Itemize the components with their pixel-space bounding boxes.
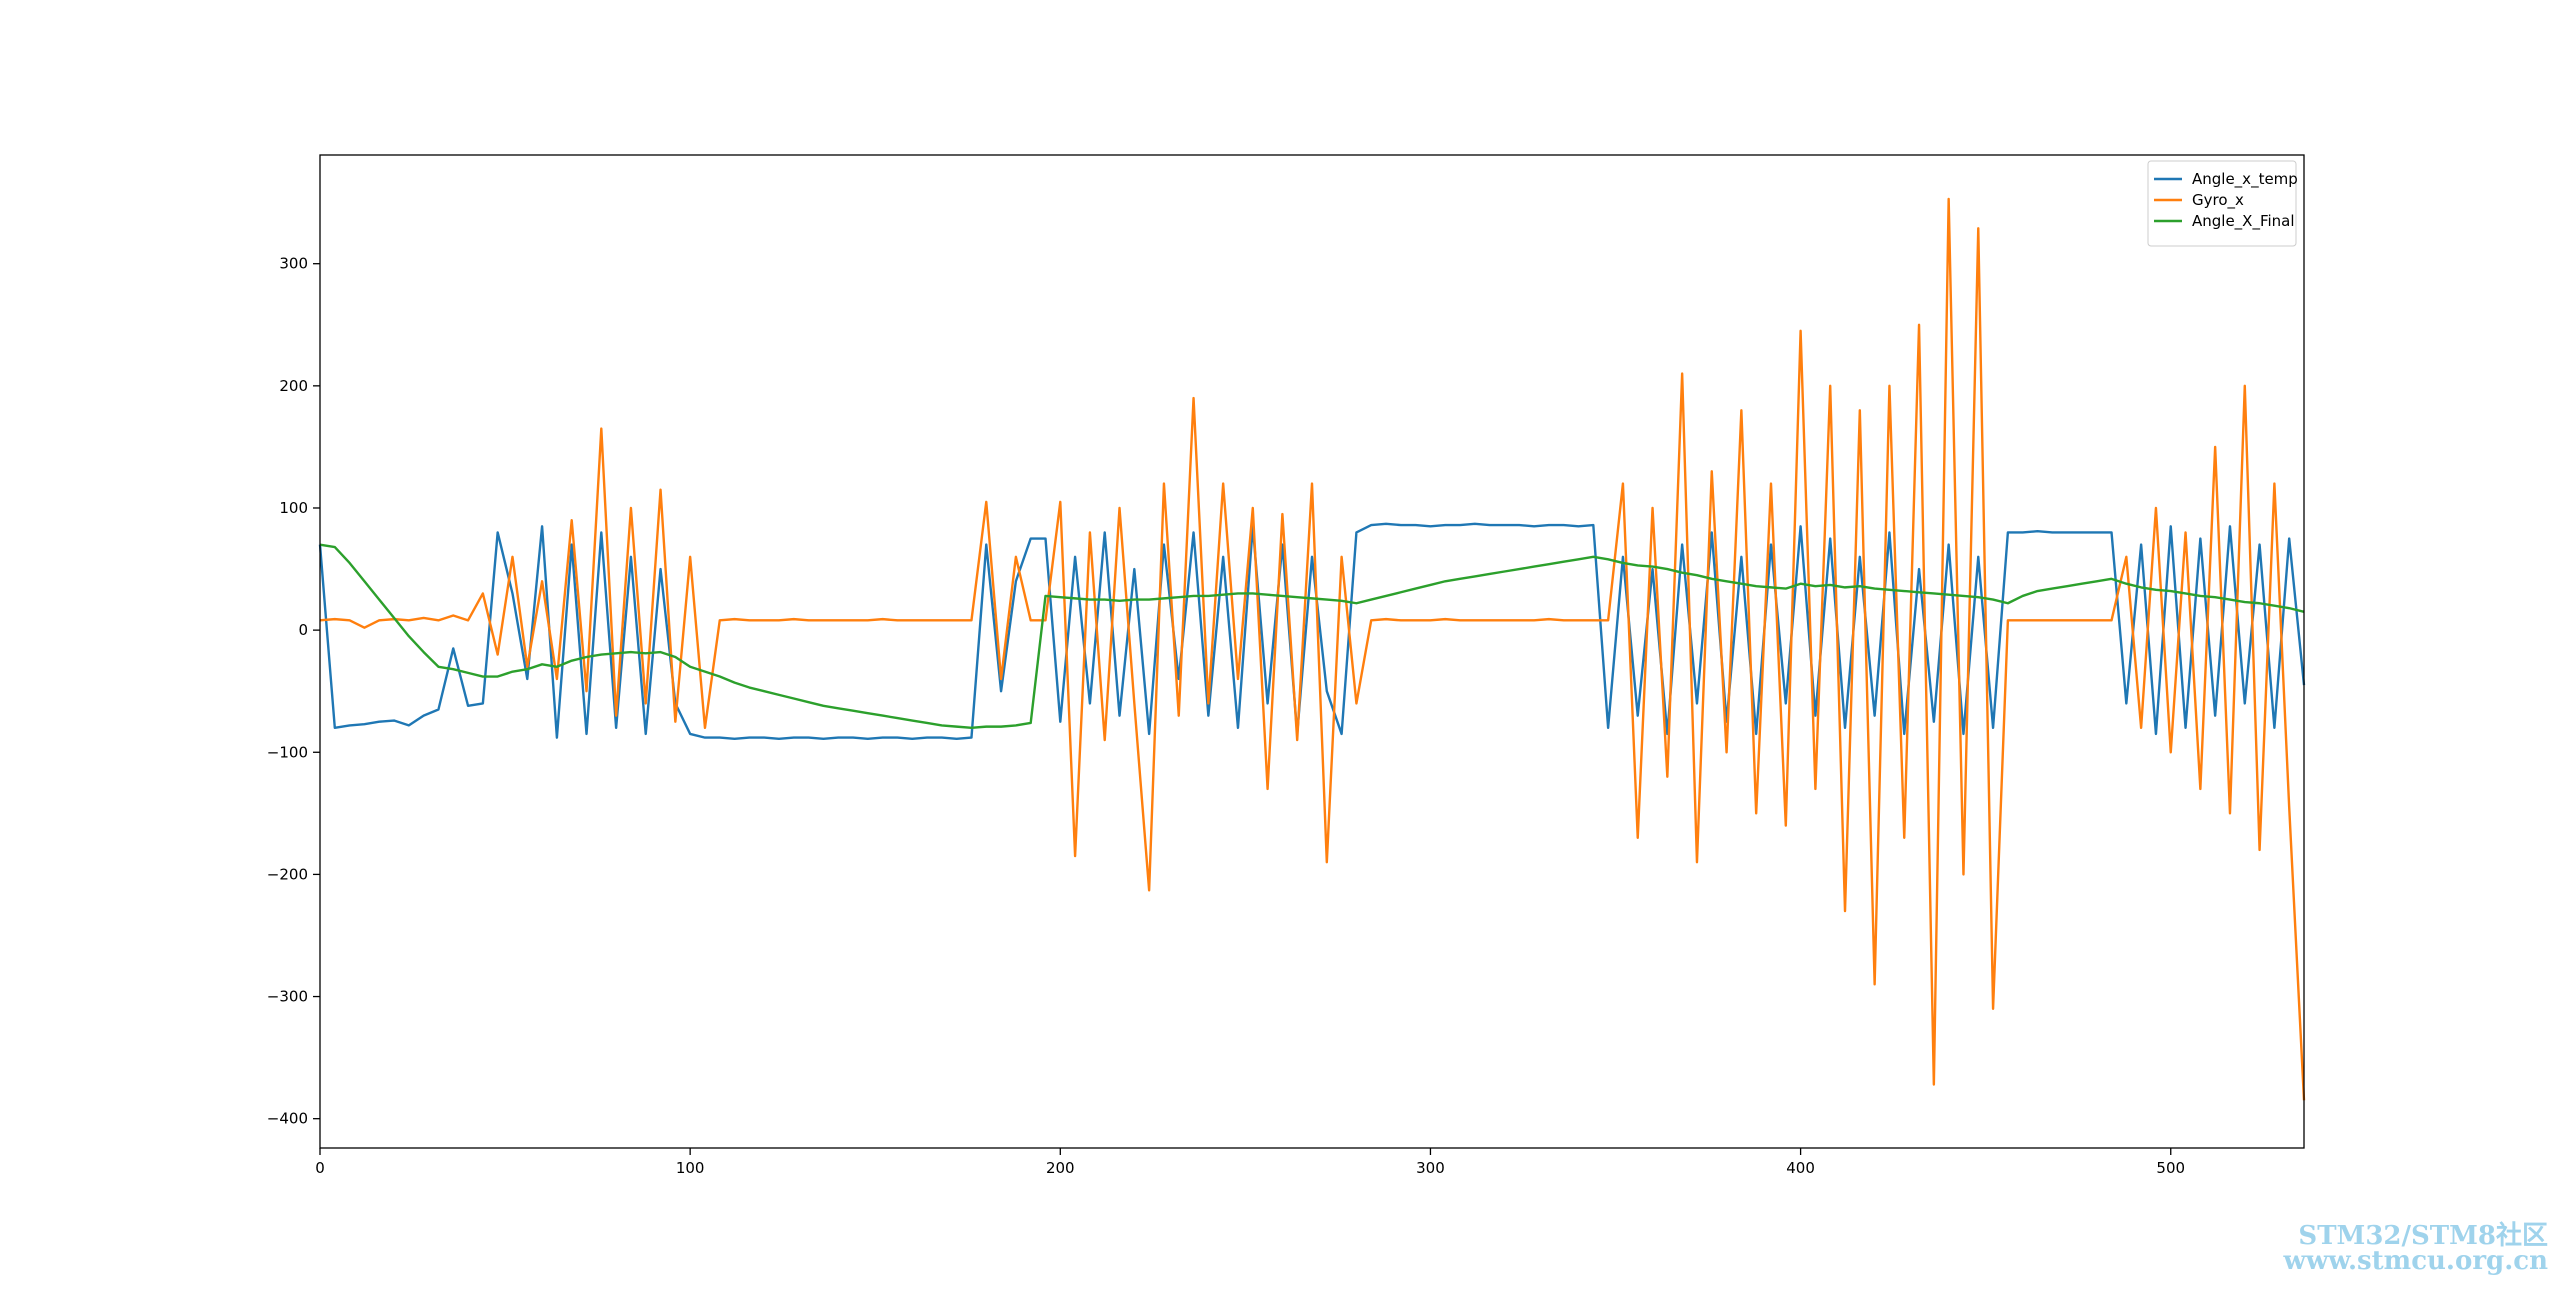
x-tick-label: 100 (676, 1159, 705, 1177)
x-tick-label: 0 (315, 1159, 325, 1177)
y-tick-label: 300 (279, 255, 308, 273)
y-tick-label: 0 (298, 621, 308, 639)
legend-label: Gyro_x (2192, 191, 2244, 210)
legend-label: Angle_x_temp (2192, 170, 2298, 189)
watermark: STM32/STM8社区 (2298, 1220, 2548, 1251)
series-line (318, 522, 2306, 741)
y-tick-label: 100 (279, 499, 308, 517)
legend-box (2147, 160, 2297, 247)
y-tick-label: −300 (267, 988, 308, 1006)
plot-frame (319, 154, 2305, 1149)
x-tick-label: 400 (1786, 1159, 1815, 1177)
watermark: www.stmcu.org.cn (2282, 1246, 2548, 1276)
series-line (319, 543, 2305, 730)
x-tick-label: 200 (1046, 1159, 1075, 1177)
y-tick-label: 200 (279, 377, 308, 395)
y-tick-label: −200 (267, 865, 308, 883)
x-tick-label: 500 (2156, 1159, 2185, 1177)
y-tick-label: −400 (267, 1110, 308, 1128)
x-tick-label: 300 (1416, 1159, 1445, 1177)
legend-label: Angle_X_Final (2192, 212, 2295, 231)
series-line (319, 197, 2306, 1101)
y-tick-label: −100 (267, 743, 308, 761)
